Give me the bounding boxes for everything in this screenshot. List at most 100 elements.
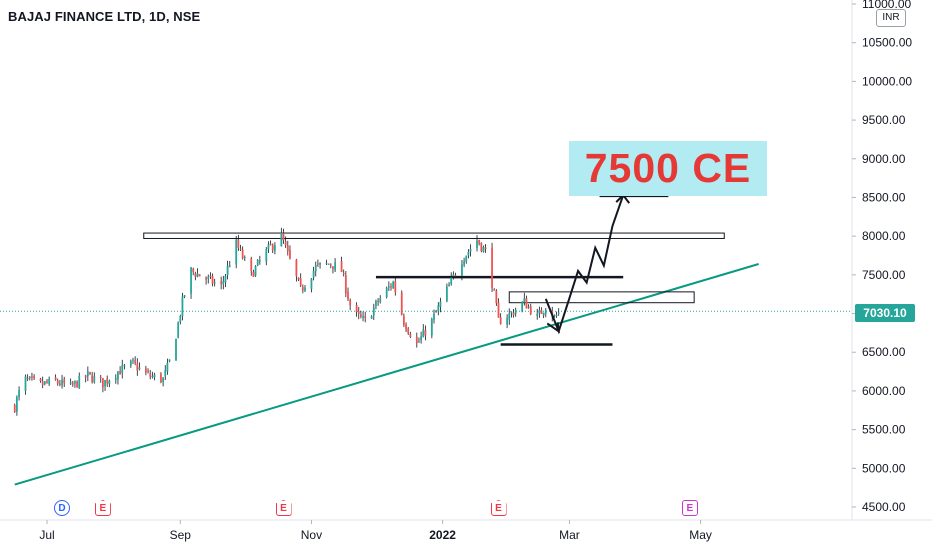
candle-body — [271, 244, 274, 250]
candle-body — [317, 263, 319, 265]
candle-body — [484, 247, 487, 249]
candle-body — [480, 242, 483, 251]
earnings-marker[interactable]: E — [275, 500, 292, 516]
candle-body — [544, 309, 547, 314]
candle-body — [289, 249, 291, 259]
candle-body — [297, 277, 300, 280]
candle-body — [433, 313, 435, 320]
candle-body — [394, 281, 397, 293]
candle-body — [54, 377, 57, 380]
y-tick-label: 8500.00 — [862, 190, 906, 204]
candle-body — [147, 370, 149, 373]
candle-body — [327, 263, 330, 265]
candle-body — [510, 312, 513, 314]
candle-body — [314, 264, 317, 272]
candle-body — [282, 233, 285, 241]
earnings-marker[interactable]: E — [681, 500, 698, 516]
candle-body — [392, 281, 395, 289]
candle-body — [243, 257, 246, 259]
candle-body — [24, 376, 27, 391]
y-tick-label: 9500.00 — [862, 113, 906, 127]
candle-body — [222, 281, 225, 285]
dividend-marker[interactable]: D — [54, 500, 71, 516]
candle-body — [74, 380, 76, 384]
x-tick-label: Jul — [39, 528, 54, 542]
symbol-title: BAJAJ FINANCE LTD, 1D, NSE — [8, 9, 201, 24]
candle-body — [448, 284, 450, 287]
support-zone — [508, 291, 695, 304]
candle-body — [76, 381, 78, 388]
x-tick-label: 2022 — [429, 528, 456, 542]
candle-body — [301, 287, 304, 291]
earnings-marker[interactable]: E — [94, 500, 111, 516]
candle-body — [334, 262, 336, 271]
candle-body — [93, 376, 96, 383]
candle-body — [347, 291, 349, 300]
candle-body — [319, 262, 321, 265]
candle-body — [463, 261, 465, 265]
target-annotation: 7500 CE — [569, 141, 767, 196]
candle-body — [344, 275, 347, 294]
candle-body — [237, 239, 240, 248]
candle-body — [493, 289, 496, 291]
earnings-marker[interactable]: E — [490, 500, 507, 516]
candle-body — [241, 249, 244, 259]
candle-body — [239, 248, 242, 250]
candle-body — [168, 359, 171, 362]
candle-body — [274, 245, 276, 251]
candle-body — [557, 312, 560, 314]
candle-body — [183, 295, 186, 297]
candle-body — [181, 296, 184, 317]
candle-body — [437, 305, 440, 312]
candle-body — [252, 271, 255, 277]
candle-body — [190, 267, 192, 294]
candle-body — [43, 381, 46, 384]
y-tick-label: 5000.00 — [862, 461, 906, 475]
candle-body — [495, 290, 498, 304]
candle-body — [267, 244, 270, 249]
candle-body — [349, 299, 352, 306]
candle-body — [400, 292, 403, 315]
candle-body — [119, 371, 121, 375]
candle-body — [91, 375, 94, 383]
resistance-zone — [143, 232, 725, 239]
candle-body — [254, 266, 257, 276]
y-tick-label: 10000.00 — [862, 74, 912, 88]
candle-body — [207, 276, 210, 279]
candle-body — [497, 302, 500, 318]
candle-body — [132, 359, 134, 361]
trendline — [14, 263, 759, 486]
candle-body — [235, 239, 238, 265]
candle-body — [41, 381, 44, 386]
candle-body — [478, 240, 481, 244]
candle-body — [114, 378, 117, 380]
candle-body — [108, 380, 111, 385]
candle-body — [304, 287, 306, 291]
candle-body — [26, 377, 29, 379]
candle-body — [364, 316, 367, 318]
candle-body — [508, 313, 511, 320]
candle-body — [198, 274, 201, 277]
candle-body — [123, 365, 126, 367]
candle-body — [145, 368, 147, 373]
candle-body — [467, 251, 470, 256]
candle-body — [56, 380, 59, 384]
candle-body — [409, 334, 412, 337]
candle-body — [454, 275, 457, 277]
candle-body — [430, 318, 433, 336]
candle-body — [405, 324, 407, 330]
candle-body — [269, 243, 272, 246]
currency-badge[interactable]: INR — [876, 9, 906, 27]
candle-body — [213, 282, 216, 284]
candle-body — [469, 249, 472, 252]
candle-body — [78, 375, 81, 389]
candle-body — [542, 312, 545, 316]
candle-body — [325, 262, 328, 264]
candle-body — [377, 301, 379, 303]
candle-body — [370, 316, 373, 319]
candle-body — [424, 330, 427, 336]
projection-path — [544, 194, 625, 335]
candle-body — [149, 373, 152, 377]
candle-body — [435, 311, 438, 313]
